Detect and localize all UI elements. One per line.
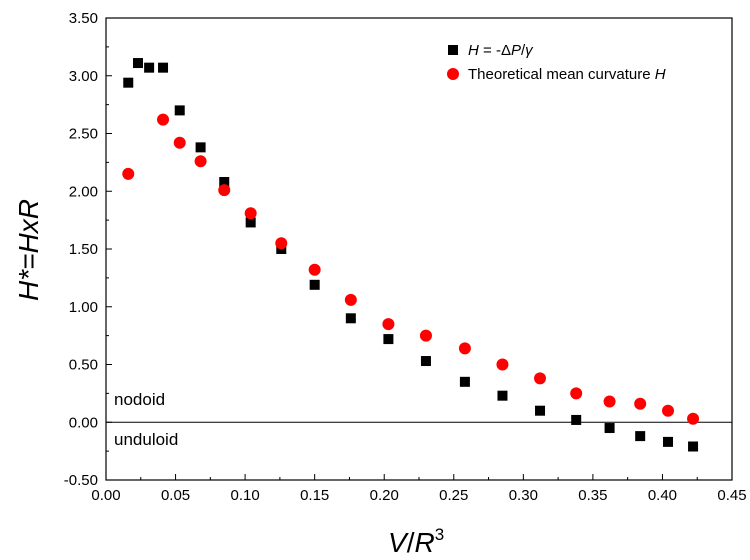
x-tick-label: 0.15: [300, 487, 329, 504]
data-point-circle: [122, 167, 135, 180]
data-point-square: [123, 77, 134, 88]
x-tick-label: 0.30: [509, 487, 538, 504]
legend: H = -ΔP/γ Theoretical mean curvature H: [447, 42, 666, 83]
x-tick-label: 0.35: [578, 487, 607, 504]
data-point-circle: [382, 318, 395, 331]
legend-label-theoretical: Theoretical mean curvature H: [468, 66, 666, 83]
y-tick-label: 0.00: [69, 414, 98, 431]
data-point-circle: [308, 263, 321, 276]
x-tick-label: 0.10: [231, 487, 260, 504]
data-point-square: [309, 279, 320, 290]
y-tick-label: 1.00: [69, 299, 98, 316]
y-axis-ticks: -0.50 0.00 0.50 1.00 1.50 2.00 2.50 3.00 3.50: [64, 10, 112, 489]
y-tick-label: 3.50: [69, 10, 98, 27]
plot-frame: [105, 17, 733, 481]
y-tick-label: 0.50: [69, 357, 98, 374]
x-tick-label: 0.40: [648, 487, 677, 504]
data-point-square: [219, 177, 230, 188]
x-tick-label: 0.05: [161, 487, 190, 504]
data-point-circle: [687, 412, 700, 425]
data-point-square: [245, 217, 256, 228]
data-point-circle: [157, 113, 170, 126]
y-tick-label: 2.00: [69, 183, 98, 200]
data-point-circle: [534, 372, 547, 385]
y-tick-label: 2.50: [69, 126, 98, 143]
data-point-square: [571, 414, 582, 425]
data-point-square: [345, 313, 356, 324]
data-point-square: [195, 142, 206, 153]
data-point-circle: [570, 387, 583, 400]
annotation-nodoid: nodoid: [114, 390, 165, 409]
data-point-circle: [244, 207, 257, 220]
legend-marker-circle: [447, 68, 459, 80]
data-point-square: [144, 62, 155, 73]
data-point-square: [132, 58, 143, 69]
data-point-square: [459, 376, 470, 387]
data-point-square: [663, 436, 674, 447]
y-axis-title: H*=HxR: [13, 199, 44, 301]
data-point-square: [688, 441, 699, 452]
x-axis-ticks: 0.00 0.05 0.10 0.15 0.20 0.25 0.30 0.35 0.40 0.45: [91, 474, 747, 504]
data-point-circle: [275, 237, 288, 250]
data-point-square: [497, 390, 508, 401]
data-point-square: [635, 431, 646, 442]
data-point-square: [535, 405, 546, 416]
y-tick-label: 1.50: [69, 241, 98, 258]
legend-label-experimental: H = -ΔP/γ: [468, 42, 534, 59]
data-point-circle: [194, 155, 207, 168]
x-axis-title: V/R3: [388, 525, 444, 558]
data-point-circle: [458, 342, 471, 355]
data-point-square: [420, 356, 431, 367]
x-tick-label: 0.00: [91, 487, 120, 504]
y-tick-label: 3.00: [69, 68, 98, 85]
data-point-square: [158, 62, 169, 73]
x-tick-label: 0.20: [370, 487, 399, 504]
annotation-unduloid: unduloid: [114, 430, 178, 449]
y-tick-label: -0.50: [64, 472, 98, 489]
data-point-circle: [603, 395, 616, 408]
data-point-circle: [634, 397, 647, 410]
series-layer: [122, 58, 700, 452]
data-point-circle: [344, 293, 357, 306]
x-tick-label: 0.25: [439, 487, 468, 504]
data-point-circle: [173, 136, 186, 149]
data-point-circle: [419, 329, 432, 342]
data-point-square: [174, 105, 185, 116]
data-point-square: [604, 423, 615, 434]
data-point-square: [383, 334, 394, 345]
data-point-circle: [496, 358, 509, 371]
data-point-circle: [662, 404, 675, 417]
data-point-circle: [218, 184, 231, 197]
x-tick-label: 0.45: [717, 487, 746, 504]
legend-marker-square: [448, 45, 458, 55]
